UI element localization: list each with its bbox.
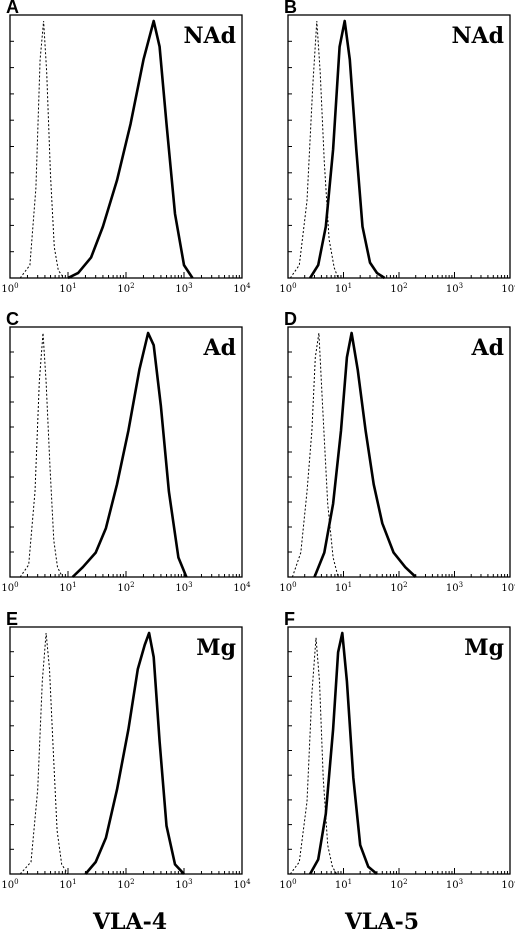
antibody-histogram (308, 631, 378, 875)
condition-label: Ad (471, 335, 504, 361)
column-label-vla5: VLA-5 (344, 909, 419, 935)
panel-d: D Ad 100 101 102 103 104 (279, 309, 515, 594)
x-tick-label: 100 (1, 282, 18, 295)
isotype-control-histogram (289, 20, 339, 279)
x-tick-label: 103 (175, 581, 192, 594)
antibody-histogram (84, 631, 185, 875)
condition-label: Ad (203, 335, 236, 361)
panel-b: B NAd 100 101 102 103 104 (279, 0, 515, 295)
panel-letter: F (284, 609, 295, 629)
antibody-histogram (313, 331, 417, 578)
antibody-histogram (71, 331, 188, 578)
condition-label: Mg (196, 635, 236, 661)
x-tick-label: 101 (335, 581, 352, 594)
x-tick-label: 103 (175, 282, 192, 295)
isotype-control-histogram (19, 332, 63, 578)
x-tick-label: 102 (117, 282, 134, 295)
plot-frame (9, 326, 243, 578)
panel-a: A NAd 100 101 102 103 104 (1, 0, 251, 295)
isotype-control-histogram (19, 632, 69, 875)
x-tick-label: 104 (233, 282, 251, 295)
x-tick-label: 103 (446, 878, 463, 891)
x-tick-label: 104 (233, 581, 251, 594)
x-tick-label: 102 (390, 581, 407, 594)
x-tick-label: 101 (59, 282, 76, 295)
condition-label: NAd (451, 23, 504, 49)
x-tick-label: 103 (175, 878, 192, 891)
x-tick-label: 103 (446, 581, 463, 594)
antibody-histogram (308, 19, 386, 280)
x-tick-label: 101 (335, 282, 352, 295)
panel-e: E Mg 100 101 102 103 104 (1, 609, 251, 891)
condition-label: Mg (464, 635, 504, 661)
x-tick-label: 103 (446, 282, 463, 295)
antibody-histogram (67, 19, 194, 280)
x-tick-label: 104 (501, 878, 515, 891)
panel-f: F Mg 100 101 102 103 104 (279, 609, 515, 891)
x-tick-label: 102 (390, 878, 407, 891)
panel-letter: B (284, 0, 297, 17)
column-label-vla4: VLA-4 (92, 909, 167, 935)
isotype-control-histogram (289, 637, 338, 875)
x-tick-label: 100 (279, 581, 296, 594)
isotype-control-histogram (19, 20, 65, 279)
x-tick-label: 102 (117, 581, 134, 594)
panel-letter: C (6, 309, 19, 329)
panel-letter: E (6, 609, 18, 629)
plot-frame (287, 326, 511, 578)
panel-letter: A (6, 0, 19, 17)
x-tick-label: 104 (233, 878, 251, 891)
x-tick-label: 104 (501, 581, 515, 594)
condition-label: NAd (183, 23, 236, 49)
panel-letter: D (284, 309, 297, 329)
x-tick-label: 102 (117, 878, 134, 891)
x-tick-label: 100 (279, 282, 296, 295)
x-tick-label: 100 (279, 878, 296, 891)
x-tick-label: 100 (1, 878, 18, 891)
x-tick-label: 102 (390, 282, 407, 295)
x-tick-label: 100 (1, 581, 18, 594)
x-tick-label: 101 (335, 878, 352, 891)
panel-c: C Ad 100 101 102 103 104 (1, 309, 251, 594)
x-tick-label: 104 (501, 282, 515, 295)
x-tick-label: 101 (59, 878, 76, 891)
panels: ANAd100101102103104BNAd100101102103104CA… (1, 0, 515, 891)
plot-frame (287, 14, 511, 279)
x-tick-label: 101 (59, 581, 76, 594)
isotype-control-histogram (291, 332, 339, 578)
plot-frame (9, 626, 243, 875)
